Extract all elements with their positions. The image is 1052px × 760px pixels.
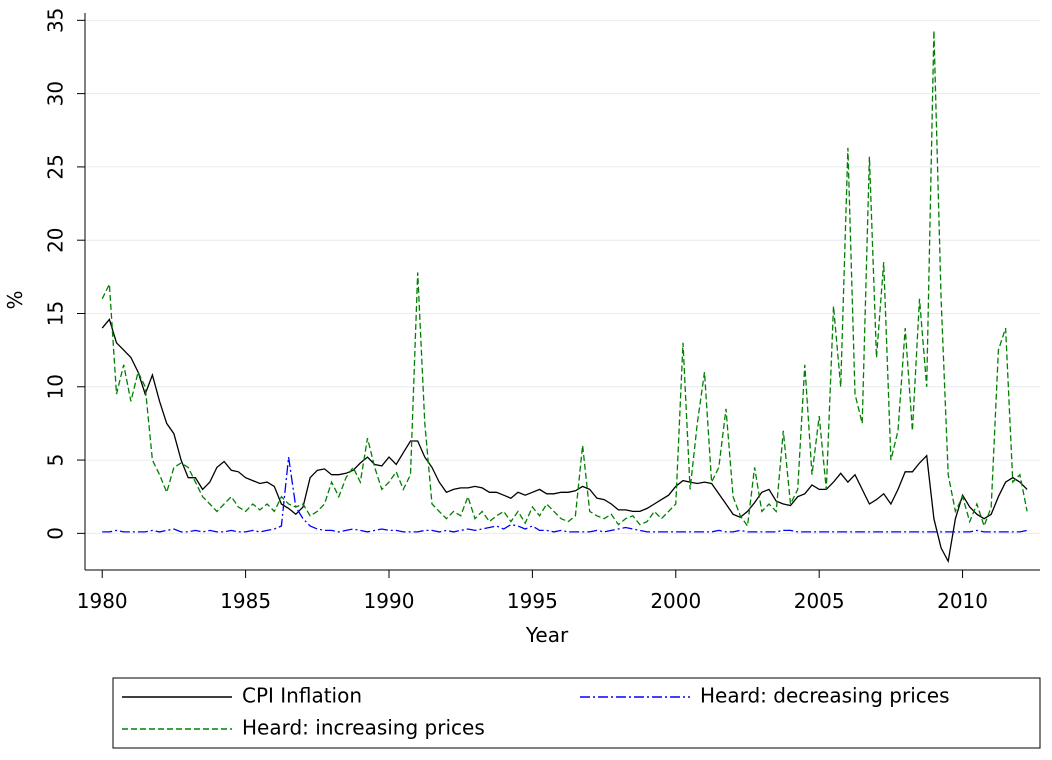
y-tick-label: 30 <box>44 81 68 106</box>
y-tick-label: 5 <box>44 454 68 467</box>
y-tick-label: 25 <box>44 154 68 179</box>
legend-label: Heard: increasing prices <box>242 716 485 740</box>
x-axis-label: Year <box>525 623 569 647</box>
series-line <box>102 457 1028 533</box>
x-tick-label: 1995 <box>507 589 558 613</box>
y-tick-label: 0 <box>44 527 68 540</box>
x-tick-label: 2000 <box>650 589 701 613</box>
x-tick-label: 1990 <box>364 589 415 613</box>
x-tick-label: 1985 <box>220 589 271 613</box>
y-tick-label: 15 <box>44 301 68 326</box>
y-axis-label: % <box>3 290 27 309</box>
x-tick-label: 2010 <box>937 589 988 613</box>
x-tick-label: 2005 <box>794 589 845 613</box>
series-line <box>101 30 1028 528</box>
y-tick-label: 10 <box>44 374 68 399</box>
legend-label: CPI Inflation <box>242 684 362 708</box>
series-line <box>101 318 1028 564</box>
legend-label: Heard: decreasing prices <box>700 684 950 708</box>
y-tick-label: 35 <box>44 8 68 33</box>
y-tick-label: 20 <box>44 227 68 252</box>
x-tick-label: 1980 <box>77 589 128 613</box>
legend-box <box>112 677 1041 749</box>
